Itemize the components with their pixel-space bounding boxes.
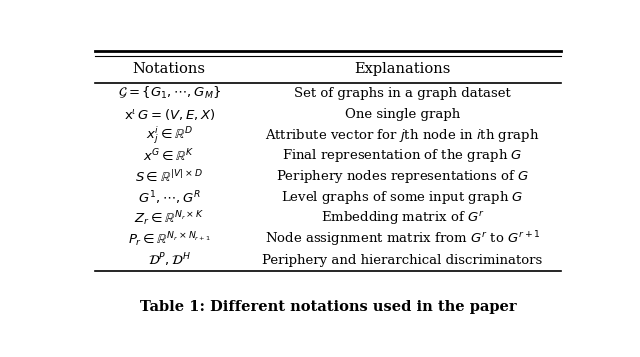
Text: $S \in \mathbb{R}^{|V|\times D}$: $S \in \mathbb{R}^{|V|\times D}$ xyxy=(136,169,203,185)
Text: $Z_r \in \mathbb{R}^{N_r \times K}$: $Z_r \in \mathbb{R}^{N_r \times K}$ xyxy=(134,209,204,228)
Text: $x^G \in \mathbb{R}^K$: $x^G \in \mathbb{R}^K$ xyxy=(143,148,195,164)
Text: Level graphs of some input graph $G$: Level graphs of some input graph $G$ xyxy=(281,189,524,206)
Text: Node assignment matrix from $G^r$ to $G^{r+1}$: Node assignment matrix from $G^r$ to $G^… xyxy=(264,230,540,250)
Text: $\mathcal{G} = \{G_1, \cdots, G_M\}$: $\mathcal{G} = \{G_1, \cdots, G_M\}$ xyxy=(118,85,221,101)
Text: Final representation of the graph $G$: Final representation of the graph $G$ xyxy=(282,147,523,165)
Text: Periphery nodes representations of $G$: Periphery nodes representations of $G$ xyxy=(276,169,529,185)
Text: $\mathcal{D}^P, \mathcal{D}^H$: $\mathcal{D}^P, \mathcal{D}^H$ xyxy=(148,252,191,269)
Text: Table 1: Different notations used in the paper: Table 1: Different notations used in the… xyxy=(140,300,516,314)
Text: Explanations: Explanations xyxy=(354,62,451,76)
Text: Attribute vector for $j$th node in $i$th graph: Attribute vector for $j$th node in $i$th… xyxy=(266,126,540,144)
Text: Periphery and hierarchical discriminators: Periphery and hierarchical discriminator… xyxy=(262,254,543,267)
Text: $x_j^i \in \mathbb{R}^D$: $x_j^i \in \mathbb{R}^D$ xyxy=(146,124,193,146)
Text: $G^1, \cdots, G^R$: $G^1, \cdots, G^R$ xyxy=(138,189,201,207)
Text: Set of graphs in a graph dataset: Set of graphs in a graph dataset xyxy=(294,87,511,100)
Text: Embedding matrix of $G^r$: Embedding matrix of $G^r$ xyxy=(321,210,484,227)
Text: Notations: Notations xyxy=(132,62,206,76)
Text: One single graph: One single graph xyxy=(345,107,460,121)
Text: $\mathrm{x}^{\iota}\, G = (V, E, X)$: $\mathrm{x}^{\iota}\, G = (V, E, X)$ xyxy=(124,107,215,122)
Text: $P_r \in \mathbb{R}^{N_r \times N_{r+1}}$: $P_r \in \mathbb{R}^{N_r \times N_{r+1}}… xyxy=(128,230,211,249)
